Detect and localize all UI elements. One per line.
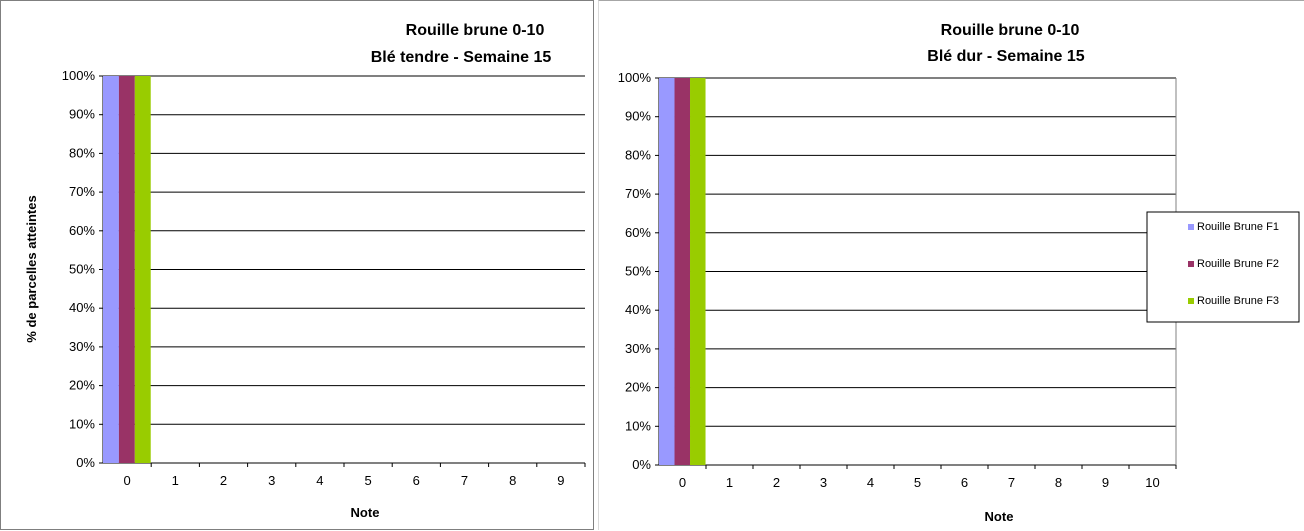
legend-label: Rouille Brune F3: [1197, 295, 1279, 307]
y-tick-label: 0%: [76, 455, 95, 470]
y-tick-label: 90%: [69, 107, 95, 122]
y-tick-label: 100%: [62, 68, 96, 83]
bar: [134, 76, 151, 463]
x-tick-label: 1: [172, 473, 179, 488]
chart-panel-ble-tendre: Rouille brune 0-10 Blé tendre - Semaine …: [0, 0, 594, 530]
y-tick-label: 80%: [625, 147, 651, 162]
x-tick-label: 5: [364, 473, 371, 488]
x-tick-label: 2: [220, 473, 227, 488]
chart-subtitle: Blé tendre - Semaine 15: [371, 49, 552, 66]
y-tick-label: 100%: [618, 70, 652, 85]
bar: [118, 76, 135, 463]
y-tick-label: 60%: [69, 223, 95, 238]
y-tick-label: 40%: [625, 302, 651, 317]
x-tick-label: 3: [268, 473, 275, 488]
y-axis-label: % de parcelles atteintes: [24, 195, 39, 342]
y-tick-label: 90%: [625, 109, 651, 124]
plot-area: 0% 10% 20% 30% 40% 50% 60% 70% 80% 90% 100% 0 1 2 3 4 5 6…: [62, 68, 586, 488]
legend-swatch: [1188, 224, 1194, 230]
chart-title: Rouille brune 0-10: [406, 22, 545, 39]
x-tick-label: 0: [123, 473, 130, 488]
legend-swatch: [1188, 298, 1194, 304]
bar: [659, 78, 675, 465]
y-tick-label: 30%: [69, 339, 95, 354]
x-tick-label: 6: [413, 473, 420, 488]
y-tick-label: 80%: [69, 145, 95, 160]
y-tick-label: 0%: [632, 457, 651, 472]
chart-subtitle: Blé dur - Semaine 15: [927, 48, 1084, 65]
legend-label: Rouille Brune F1: [1197, 221, 1279, 233]
y-tick-label: 10%: [69, 416, 95, 431]
y-tick-label: 40%: [69, 300, 95, 315]
bar: [103, 76, 119, 463]
x-axis-label: Note: [351, 505, 380, 520]
y-tick-label: 70%: [69, 184, 95, 199]
plot-area: 0% 10% 20% 30% 40% 50% 60% 70% 80% 90% 100% 0 1 2 3 4 5 6…: [618, 70, 1177, 490]
chart-title: Rouille brune 0-10: [941, 22, 1080, 39]
legend-label: Rouille Brune F2: [1197, 258, 1279, 270]
x-tick-label: 0: [679, 475, 686, 490]
y-tick-label: 20%: [625, 380, 651, 395]
bar: [690, 78, 706, 465]
x-tick-label: 8: [1055, 475, 1062, 490]
x-tick-label: 4: [316, 473, 323, 488]
y-tick-label: 60%: [625, 225, 651, 240]
y-tick-label: 10%: [625, 418, 651, 433]
chart-ble-dur: Rouille brune 0-10 Blé dur - Semaine 15 …: [618, 22, 1300, 524]
y-tick-label: 50%: [69, 262, 95, 277]
x-axis-label: Note: [985, 509, 1014, 524]
x-tick-label: 4: [867, 475, 874, 490]
x-tick-label: 9: [557, 473, 564, 488]
x-tick-label: 3: [820, 475, 827, 490]
x-tick-label: 5: [914, 475, 921, 490]
chart-panel-ble-dur: Rouille brune 0-10 Blé dur - Semaine 15 …: [598, 0, 1304, 530]
x-tick-label: 1: [726, 475, 733, 490]
legend: Rouille Brune F1 Rouille Brune F2 Rouille …: [1146, 211, 1300, 323]
x-tick-label: 7: [1008, 475, 1015, 490]
x-tick-label: 8: [509, 473, 516, 488]
y-tick-label: 30%: [625, 341, 651, 356]
legend-swatch: [1188, 261, 1194, 267]
y-tick-label: 50%: [625, 264, 651, 279]
legend-box: [1146, 211, 1300, 323]
chart-ble-tendre: Rouille brune 0-10 Blé tendre - Semaine …: [24, 22, 586, 520]
x-tick-label: 7: [461, 473, 468, 488]
x-tick-label: 10: [1145, 475, 1159, 490]
x-tick-label: 9: [1102, 475, 1109, 490]
x-tick-label: 2: [773, 475, 780, 490]
y-tick-label: 20%: [69, 378, 95, 393]
bar: [674, 78, 691, 465]
y-tick-label: 70%: [625, 186, 651, 201]
x-tick-label: 6: [961, 475, 968, 490]
